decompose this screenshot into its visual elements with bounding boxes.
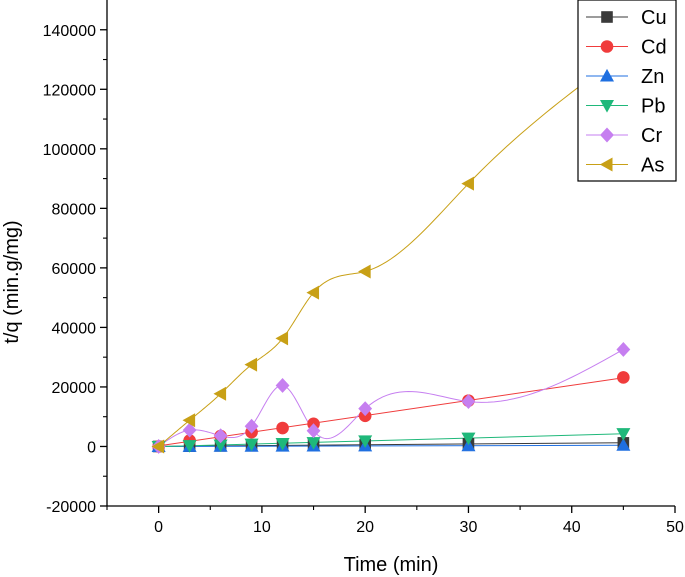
legend-marker-as — [599, 157, 613, 172]
y-tick-label: 40000 — [52, 320, 97, 337]
legend-marker-cr — [600, 127, 614, 143]
legend-box — [577, 0, 677, 182]
y-tick-label: -20000 — [46, 499, 96, 516]
legend-label-pb: Pb — [641, 96, 665, 118]
data-point-as — [275, 331, 289, 346]
legend-marker-zn — [599, 68, 615, 82]
data-point-as — [151, 439, 165, 454]
data-point-as — [182, 413, 196, 428]
fit-line-cu — [158, 442, 624, 447]
legend-label-cu: Cu — [641, 7, 667, 29]
data-point-zn — [616, 438, 631, 451]
data-point-as — [306, 285, 320, 300]
fit-line-pb — [158, 433, 624, 448]
y-tick-label: 80000 — [52, 201, 97, 218]
y-tick-label: 100000 — [43, 142, 96, 159]
data-point-cr — [306, 423, 321, 439]
data-point-cr — [461, 394, 476, 409]
data-point-cr — [616, 341, 631, 357]
data-point-pb — [616, 428, 631, 441]
x-tick-label: 10 — [253, 519, 271, 536]
fit-line-cr — [158, 349, 624, 447]
fit-lines — [158, 53, 624, 448]
data-point-pb — [461, 432, 476, 446]
data-point-cr — [213, 428, 228, 444]
data-point-as — [244, 357, 258, 372]
fit-line-zn — [158, 444, 624, 447]
x-axis-label: Time (min) — [344, 554, 439, 576]
data-point-pb — [182, 440, 197, 453]
data-point-pb — [244, 438, 259, 452]
x-tick-label: 30 — [460, 519, 478, 536]
legend-marker-pb — [599, 100, 615, 113]
data-point-as — [213, 386, 227, 401]
y-tick-label: 60000 — [52, 261, 97, 278]
y-tick-label: 140000 — [43, 23, 96, 40]
data-point-cr — [275, 378, 290, 393]
x-tick-label: 20 — [356, 519, 374, 536]
data-point-cr — [182, 422, 197, 438]
legend-label-zn: Zn — [641, 66, 664, 88]
legend-marker-cu — [601, 11, 613, 23]
y-tick-label: 20000 — [52, 380, 97, 397]
axes: 0 10 20 30 40 50 -20000 0 20000 40000 60000 80000 10… — [43, 0, 684, 536]
data-point-pb — [275, 437, 290, 451]
legend-marker-cd — [600, 40, 614, 53]
y-axis-label: t/q (min.g/mg) — [1, 220, 23, 343]
y-tick-label: 120000 — [43, 82, 96, 99]
x-tick-label: 0 — [154, 519, 163, 536]
data-point-as — [461, 176, 474, 191]
data-markers — [151, 46, 631, 454]
data-point-cd — [617, 371, 630, 384]
data-point-cd — [276, 421, 289, 435]
x-tick-label: 40 — [563, 519, 581, 536]
x-tick-label: 50 — [666, 519, 684, 536]
legend-label-cd: Cd — [641, 37, 667, 59]
legend-label-cr: Cr — [641, 125, 662, 147]
data-point-as — [358, 264, 371, 279]
legend: Cu Cd Zn Pb Cr As — [577, 0, 677, 182]
legend-label-as: As — [641, 155, 664, 177]
y-tick-label: 0 — [87, 439, 96, 456]
data-point-pb — [358, 435, 373, 448]
data-point-cr — [244, 418, 259, 434]
data-point-cr — [358, 401, 373, 417]
